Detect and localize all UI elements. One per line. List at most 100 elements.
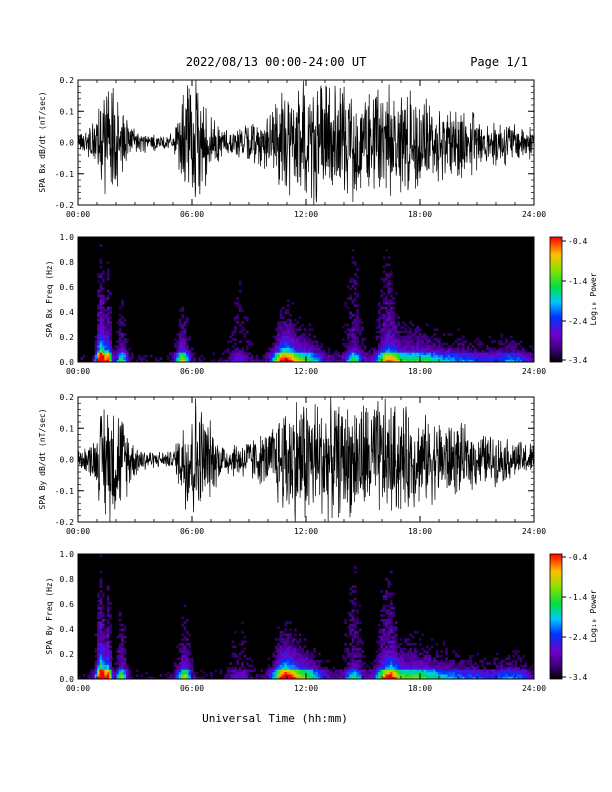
spectrogram-cell <box>226 347 230 351</box>
spectrogram-cell <box>397 359 400 363</box>
spectrogram-cell <box>231 666 235 670</box>
spectrogram-cell <box>385 664 388 668</box>
spectrogram-cell <box>512 349 516 353</box>
spectrogram-cell <box>380 635 384 639</box>
spectrogram-cell <box>190 352 194 356</box>
spectrogram-cell <box>277 662 280 665</box>
spectrogram-cell <box>505 357 508 360</box>
spectrogram-cell <box>392 345 396 348</box>
spectrogram-cell <box>181 340 184 344</box>
spectrogram-cell <box>118 345 122 348</box>
spectrogram-cell <box>265 359 268 363</box>
spectrogram-cell <box>291 638 295 641</box>
spectrogram-cell <box>490 357 494 360</box>
spectrogram-cell <box>378 325 381 329</box>
spectrogram-cell <box>380 652 384 656</box>
spectrogram-cell <box>226 359 230 363</box>
spectrogram-cell <box>102 638 105 641</box>
spectrogram-cell <box>390 328 393 332</box>
spectrogram-cell <box>270 347 273 351</box>
spectrogram-cell <box>282 666 285 670</box>
spectrogram-cell <box>378 671 381 675</box>
spectrogram-cell <box>486 662 489 665</box>
spectrogram-cell <box>94 352 98 356</box>
spectrogram-cell <box>181 328 184 332</box>
spectrogram-cell <box>478 342 482 346</box>
spectrogram-cell <box>505 349 508 353</box>
spectrogram-cell <box>394 642 398 646</box>
spectrogram-cell <box>380 306 384 310</box>
spectrogram-cell <box>320 676 324 680</box>
spectrogram-cell <box>387 328 391 332</box>
spectrogram-cell <box>414 654 417 658</box>
spectrogram-cell <box>517 654 520 658</box>
spectrogram-cell <box>286 342 290 346</box>
spectrogram-cell <box>118 618 122 622</box>
spectrogram-cell <box>301 337 304 341</box>
spectrogram-cell <box>289 652 292 656</box>
spectrogram-cell <box>97 611 100 615</box>
spectrogram-cell <box>231 330 235 334</box>
spectrogram-cell <box>298 316 302 320</box>
spectrogram-cell <box>486 345 489 348</box>
spectrogram-cell <box>289 342 292 346</box>
spectrogram-cell <box>517 650 520 653</box>
spectrogram-cell <box>104 642 108 646</box>
spectrogram-cell <box>102 592 105 596</box>
spectrogram-cell <box>294 659 297 663</box>
spectrogram-cell <box>414 359 417 363</box>
spectrogram-cell <box>442 349 446 353</box>
spectrogram-cell <box>109 325 112 329</box>
spectrogram-cell <box>387 323 391 327</box>
spectrogram-cell <box>390 321 393 324</box>
spectrogram-cell <box>183 664 187 668</box>
spectrogram-cell <box>294 357 297 360</box>
spectrogram-cell <box>423 662 427 665</box>
spectrogram-cell <box>450 349 453 353</box>
spectrogram-cell <box>382 652 386 656</box>
spectrogram-cell <box>418 335 422 339</box>
spectrogram-cell <box>306 659 309 663</box>
spectrogram-cell <box>313 349 316 353</box>
x-tick-label: 12:00 <box>294 367 318 376</box>
spectrogram-cell <box>178 669 182 673</box>
spectrogram-cell <box>488 347 492 351</box>
spectrogram-cell <box>517 349 520 353</box>
spectrogram-cell <box>183 604 187 608</box>
spectrogram-cell <box>109 321 112 324</box>
spectrogram-cell <box>277 323 280 327</box>
spectrogram-cell <box>286 674 290 677</box>
spectrogram-cell <box>346 359 350 363</box>
spectrogram-cell <box>306 671 309 675</box>
spectrogram-cell <box>186 630 189 634</box>
spectrogram-cell <box>236 654 240 658</box>
spectrogram-cell <box>349 330 352 334</box>
spectrogram-cell <box>351 285 355 288</box>
spectrogram-cell <box>296 676 300 680</box>
spectrogram-cell <box>406 669 410 673</box>
spectrogram-cell <box>392 301 396 305</box>
spectrogram-cell <box>370 357 374 360</box>
spectrogram-cell <box>109 328 112 332</box>
spectrogram-cell <box>298 349 302 353</box>
spectrogram-cell <box>435 664 439 668</box>
spectrogram-cell <box>301 349 304 353</box>
spectrogram-cell <box>106 606 110 610</box>
spectrogram-cell <box>411 349 415 353</box>
spectrogram-cell <box>294 359 297 363</box>
spectrogram-cell <box>459 666 463 670</box>
spectrogram-cell <box>433 666 436 670</box>
spectrogram-cell <box>394 676 398 680</box>
spectrogram-cell <box>226 357 230 360</box>
spectrogram-cell <box>483 674 487 677</box>
spectrogram-cell <box>310 342 314 346</box>
spectrogram-cell <box>114 662 117 665</box>
spectrogram-cell <box>118 674 122 677</box>
spectrogram-cell <box>531 664 535 668</box>
spectrogram-cell <box>385 299 388 303</box>
spectrogram-cell <box>289 647 292 651</box>
spectrogram-cell <box>517 676 520 680</box>
spectrogram-cell <box>349 354 352 358</box>
spectrogram-cell <box>106 654 110 658</box>
spectrogram-cell <box>301 652 304 656</box>
